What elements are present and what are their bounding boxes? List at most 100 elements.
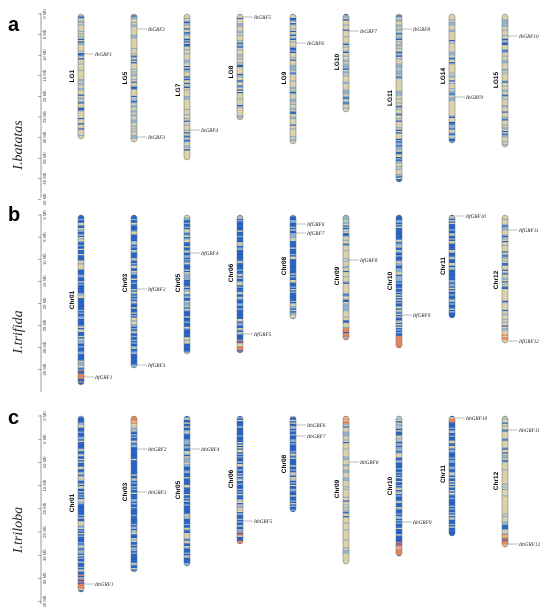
chromosome: Chr09 ItfGRF8 [334,214,378,341]
chromosome: Chr10 ItfGRF9 [387,214,431,349]
gene-label: ItfGRF8 [359,257,378,264]
species-label: I.batatas [11,120,26,171]
chromosome-label: LG1 [69,69,76,82]
chromosome: LG14 IbGRF9 [440,13,483,144]
density-stripes [502,14,508,147]
scale-tick-label: 25 Mb [42,526,47,538]
chromosome-label: Chr08 [281,256,288,275]
scale-tick-label: 10 Mb [42,456,47,468]
chromosome: Chr09 ItbGRF8 [334,415,379,565]
chromosome-label: LG15 [493,71,500,88]
chromosome: LG15 IbGRF10 [493,13,539,148]
scale-tick-label: 40 Mb [42,595,47,607]
chromosome-bar [395,13,403,183]
density-stripes [449,215,455,318]
density-stripes [184,416,190,566]
chromosome-bar [448,415,456,537]
species-label: I.trifida [11,310,26,354]
chromosome-bar [236,214,244,354]
scale-tick-label: 35 Mb [42,572,47,584]
chromosome: Chr10 ItbGRF9 [387,415,432,557]
chromosome-label: Chr11 [440,465,447,483]
scale-tick-label: 20 Mb [42,297,47,309]
panel-a: a I.batatas 0 Mb 5 Mb 10 Mb 15 Mb 20 Mb 25 Mb… [8,9,539,206]
scale-tick-label: 10 Mb [42,49,47,61]
scale-tick-label: 20 Mb [42,90,47,102]
chromosome-bar [130,214,138,369]
gene-label: ItbGRF2 [147,447,167,453]
chromosome-bar [77,214,85,386]
density-stripes [237,215,243,353]
density-stripes [237,14,243,120]
chromosome-label: Chr09 [334,479,341,498]
gene-label: IbGRF5 [253,15,271,21]
panel-b: b I.trifida 0 Mb 5 Mb 10 Mb 15 Mb 20 Mb 25 Mb… [8,204,539,392]
chromosome-bar [130,415,138,573]
gene-label: ItbGRF7 [306,434,326,440]
chromosome: LG10 IbGRF7 [334,13,377,113]
gene-label: ItbGRF3 [147,490,167,496]
gene-label: ItfGRF9 [412,312,431,319]
chromosome-label: Chr12 [493,471,500,490]
panel-letter: b [8,204,20,226]
gene-label: ItbGRF6 [306,423,326,429]
chromosome: Chr08 ItfGRF6 ItfGRF7 [281,214,325,320]
gene-label: ItbGRF5 [253,519,273,525]
density-stripes [78,215,84,385]
density-stripes [131,14,137,142]
gene-label: ItbGRF9 [412,520,432,526]
scale-bar: 0 Mb 5 Mb 10 Mb 15 Mb 20 Mb 25 Mb 30 Mb 35 Mb [38,210,47,392]
gene-label: IbGRF8 [412,27,430,33]
chromosome: Chr05 ItbGRF4 [175,415,220,567]
chromosome-bar [289,214,297,320]
chromosome-label: Chr03 [122,482,129,501]
chromosome-label: LG11 [387,90,394,106]
gene-label: IbGRF7 [359,29,377,35]
chromosome-label: Chr09 [334,266,341,285]
gene-label: ItfGRF4 [200,250,219,257]
gene-label: IbGRF4 [200,127,218,134]
chromosome: Chr06 ItfGRF5 [228,214,272,354]
scale-tick-label: 5 Mb [42,232,47,242]
chromosome-label: Chr08 [281,454,288,473]
scale-tick-label: 25 Mb [42,319,47,331]
chromosome: Chr03 ItfGRF2 ItfGRF3 [122,214,166,369]
chromosome-label: Chr03 [122,273,129,292]
density-stripes [290,215,296,319]
gene-label: ItbGRF1 [94,582,114,588]
chromosome-label: Chr12 [493,270,500,289]
density-stripes [449,14,455,143]
gene-label: ItfGRF2 [147,286,166,293]
gene-label: IbGRF2 [147,27,165,33]
chromosome: Chr11 ItfGRF10 [440,213,486,319]
density-stripes [290,416,296,512]
chromosome-bar [448,214,456,319]
chromosome-bar [236,415,244,545]
scale-tick-label: 5 Mb [42,434,47,444]
scale-tick-label: 10 Mb [42,253,47,265]
scale-tick-label: 0 Mb [42,210,47,220]
chromosome: Chr12 ItfGRF11 ItfGRF12 [493,214,539,345]
chromosome-label: LG10 [334,53,341,70]
scale-tick-label: 20 Mb [42,502,47,514]
chromosome-bar [342,415,350,565]
chromosome-label: Chr05 [175,273,182,292]
density-stripes [343,14,349,112]
chromosome-label: Chr05 [175,480,182,499]
gene-label: ItbGRF4 [200,446,220,453]
chromosome-bar [395,214,403,349]
density-stripes [396,416,402,556]
chromosome: Chr08 ItbGRF6 ItbGRF7 [281,415,326,513]
chromosome-bar [130,13,138,143]
density-stripes [396,14,402,182]
chromosome-bar [448,13,456,144]
density-stripes [502,215,508,343]
chromosome: LG5 IbGRF2 IbGRF3 [122,13,165,143]
chromosome-label: LG7 [175,83,182,96]
scale-tick-label: 15 Mb [42,275,47,287]
chromosome-bar [395,415,403,557]
chromosome-label: Chr01 [69,493,76,512]
chromosome: LG11 IbGRF8 [387,13,430,183]
gene-label: IbGRF9 [465,95,483,101]
density-stripes [184,14,190,160]
